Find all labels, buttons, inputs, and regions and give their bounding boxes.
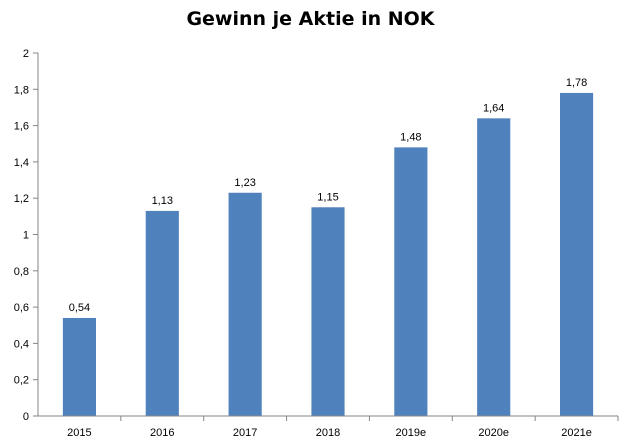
y-tick-label: 0,6 [14, 302, 29, 314]
bar-2019e [394, 147, 428, 416]
x-tick-label-2019e: 2019e [396, 427, 427, 439]
bar-2016 [145, 210, 179, 416]
y-axis-ticks: 0 0,2 0,4 0,6 0,8 1 1,2 1,4 1,6 1,8 2 [14, 48, 38, 423]
bars [62, 92, 594, 417]
y-tick-label: 1,6 [14, 121, 29, 133]
chart-title: Gewinn je Aktie in NOK [186, 8, 435, 30]
data-label-2015: 0,54 [69, 302, 90, 314]
x-tick-label-2018: 2018 [316, 427, 340, 439]
y-tick-label: 1,2 [14, 193, 29, 205]
bar-2021e [560, 92, 594, 417]
x-tick-label-2020e: 2020e [478, 427, 509, 439]
y-tick-label: 1,4 [14, 157, 29, 169]
y-tick-label: 0 [23, 411, 29, 423]
data-label-2020e: 1,64 [483, 102, 504, 114]
bar-2018 [311, 207, 345, 416]
data-label-2021e: 1,78 [566, 77, 587, 89]
y-tick-label: 0,2 [14, 375, 29, 387]
x-tick-label-2021e: 2021e [561, 427, 592, 439]
data-label-2018: 1,15 [317, 191, 338, 203]
bar-2020e [477, 118, 511, 416]
x-tick-label-2017: 2017 [233, 427, 257, 439]
y-tick-label: 1,8 [14, 84, 29, 96]
x-tick-label-2016: 2016 [150, 427, 174, 439]
y-tick-label: 2 [23, 48, 29, 60]
y-tick-label: 1 [23, 230, 29, 242]
data-labels: 0,54 1,13 1,23 1,15 1,48 1,64 1,78 [69, 77, 588, 314]
data-label-2016: 1,13 [152, 195, 173, 207]
y-tick-label: 0,8 [14, 266, 29, 278]
bar-2015 [62, 317, 96, 416]
y-tick-label: 0,4 [14, 338, 29, 350]
x-axis-labels: 2015 2016 2017 2018 2019e 2020e 2021e [67, 416, 619, 439]
data-label-2019e: 1,48 [400, 131, 421, 143]
data-label-2017: 1,23 [234, 177, 255, 189]
bar-2017 [228, 192, 262, 416]
x-tick-label-2015: 2015 [67, 427, 91, 439]
